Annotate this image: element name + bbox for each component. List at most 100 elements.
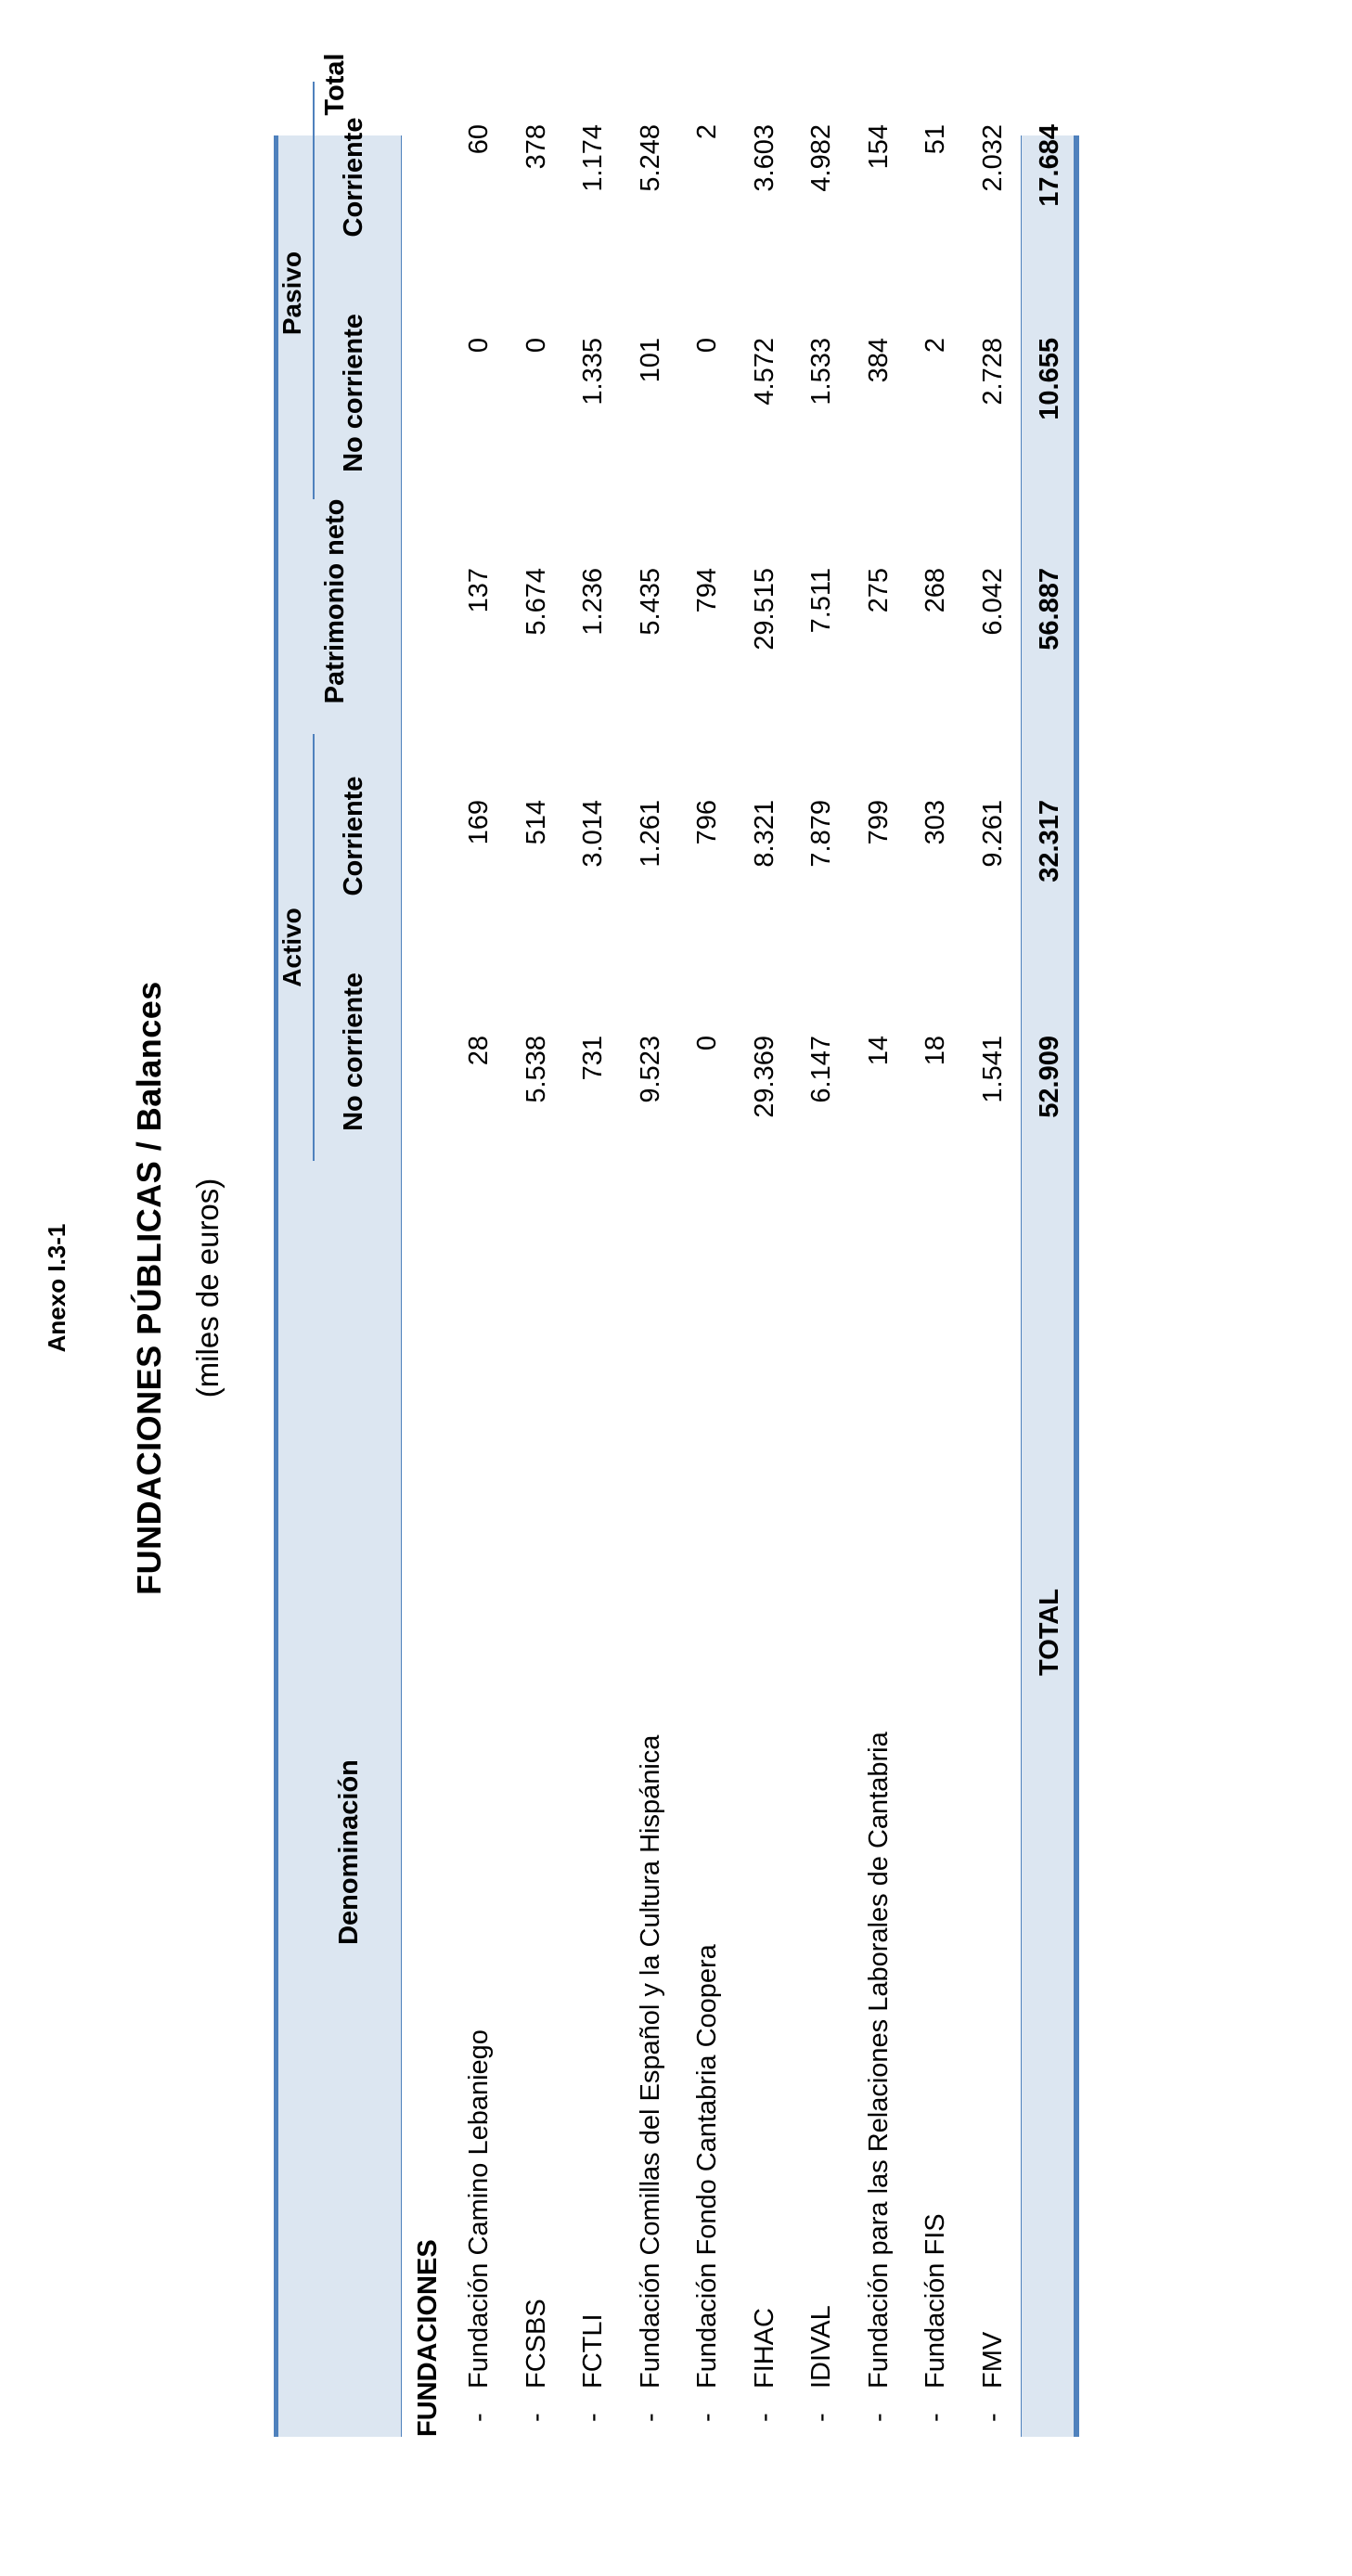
- cell-patrimonio-neto: 6.042: [977, 568, 1008, 636]
- cell-total: 10.802: [978, 0, 1009, 102]
- row-bullet: -: [578, 2413, 608, 2422]
- cell-total: 14.026: [806, 0, 837, 102]
- row-denominacion: IDIVAL: [806, 2305, 836, 2389]
- cell-pasivo-no-corriente: 0: [692, 338, 722, 354]
- row-denominacion: FCSBS: [521, 2299, 551, 2389]
- cell-pasivo-corriente: 3.603: [749, 124, 779, 192]
- header-activo-corriente: Corriente: [339, 776, 368, 896]
- cell-activo-corriente: 514: [521, 800, 551, 845]
- page-title: FUNDACIONES PÚBLICAS / Balances: [130, 981, 168, 1595]
- cell-pasivo-no-corriente: 2.728: [977, 338, 1008, 406]
- total-label: TOTAL: [1035, 1589, 1064, 1676]
- cell-patrimonio-neto: 794: [692, 568, 722, 613]
- cell-patrimonio-neto: 7.511: [806, 568, 836, 634]
- total-activo-corriente: 32.317: [1035, 800, 1064, 882]
- units-subtitle: (miles de euros): [190, 1178, 225, 1398]
- cell-activo-corriente: 7.879: [806, 800, 836, 868]
- cell-total: 10.784: [636, 0, 666, 102]
- cell-activo-no-corriente: 6.147: [806, 1036, 836, 1103]
- section-label: FUNDACIONES: [413, 2239, 443, 2437]
- cell-patrimonio-neto: 137: [464, 568, 494, 613]
- cell-activo-no-corriente: 1.541: [977, 1036, 1008, 1103]
- cell-activo-corriente: 303: [921, 800, 950, 845]
- cell-pasivo-no-corriente: 384: [863, 338, 894, 383]
- cell-activo-corriente: 799: [863, 800, 894, 845]
- cell-total: 796: [692, 0, 723, 102]
- cell-activo-no-corriente: 0: [692, 1036, 722, 1051]
- total-total: 85.226: [1035, 0, 1065, 102]
- cell-pasivo-corriente: 154: [863, 124, 894, 170]
- cell-activo-no-corriente: 28: [464, 1036, 494, 1066]
- cell-total: 321: [921, 0, 951, 102]
- total-patrimonio-neto: 56.887: [1035, 568, 1064, 650]
- table-row: -Fundación Camino Lebaniego2816913706019…: [464, 124, 521, 2437]
- row-denominacion: FMV: [977, 2331, 1008, 2389]
- cell-activo-no-corriente: 14: [863, 1036, 894, 1066]
- cell-pasivo-no-corriente: 2: [921, 338, 950, 354]
- row-bullet: -: [464, 2413, 494, 2422]
- cell-pasivo-corriente: 2: [692, 124, 722, 140]
- header-activo-no-corriente: No corriente: [339, 972, 368, 1131]
- pasivo-underline: [313, 82, 315, 499]
- table-row: - Fundación Fondo Cantabria Coopera 0 796 79…: [692, 124, 750, 2437]
- cell-total: 3.745: [578, 0, 609, 102]
- cell-pasivo-corriente: 1.174: [578, 124, 608, 192]
- row-bullet: -: [692, 2413, 722, 2422]
- cell-patrimonio-neto: 275: [863, 568, 894, 613]
- cell-patrimonio-neto: 29.515: [749, 568, 779, 650]
- cell-pasivo-corriente: 51: [921, 124, 950, 155]
- header-pasivo-no-corriente: No corriente: [339, 314, 368, 472]
- cell-activo-no-corriente: 5.538: [521, 1036, 551, 1103]
- cell-pasivo-corriente: 60: [464, 124, 494, 155]
- annex-label: Anexo I.3-1: [43, 1223, 71, 1353]
- cell-patrimonio-neto: 5.435: [635, 568, 665, 636]
- cell-activo-corriente: 8.321: [749, 800, 779, 868]
- cell-pasivo-no-corriente: 1.335: [578, 338, 608, 406]
- cell-pasivo-corriente: 2.032: [977, 124, 1008, 192]
- row-denominacion: Fundación FIS: [921, 2213, 950, 2389]
- row-bullet: -: [635, 2413, 665, 2422]
- cell-pasivo-corriente: 4.982: [806, 124, 836, 192]
- cell-activo-corriente: 1.261: [635, 800, 665, 868]
- cell-total: 197: [464, 0, 495, 102]
- header-group-pasivo: Pasivo: [277, 251, 306, 336]
- cell-patrimonio-neto: 5.674: [521, 568, 551, 636]
- cell-total: 813: [864, 0, 895, 102]
- cell-activo-corriente: 3.014: [578, 800, 608, 868]
- header-patrimonio-neto: Patrimonio neto: [320, 498, 350, 704]
- cell-activo-no-corriente: 29.369: [749, 1036, 779, 1118]
- cell-activo-corriente: 9.261: [977, 800, 1008, 868]
- cell-activo-no-corriente: 18: [921, 1036, 950, 1066]
- row-denominacion: FIHAC: [749, 2308, 779, 2389]
- cell-pasivo-no-corriente: 0: [464, 338, 494, 354]
- row-denominacion: Fundación Comillas del Español y la Cult…: [635, 1734, 665, 2389]
- table-row: -Fundación FIS18303268251321: [921, 124, 978, 2437]
- row-bullet: -: [921, 2413, 950, 2422]
- row-denominacion: Fundación Camino Lebaniego: [464, 2029, 494, 2389]
- table-row: - Fundación Comillas del Español y la Cul…: [635, 124, 693, 2437]
- total-pasivo-corriente: 17.684: [1035, 124, 1064, 207]
- cell-pasivo-corriente: 378: [521, 124, 551, 170]
- row-denominacion: FCTLI: [578, 2313, 608, 2389]
- cell-total: 6.052: [521, 0, 552, 102]
- cell-activo-corriente: 796: [692, 800, 722, 845]
- cell-pasivo-no-corriente: 4.572: [749, 338, 779, 406]
- total-activo-no-corriente: 52.909: [1035, 1036, 1064, 1118]
- cell-activo-no-corriente: 9.523: [635, 1036, 665, 1103]
- row-denominacion: Fundación Fondo Cantabria Coopera: [692, 1944, 722, 2389]
- cell-pasivo-no-corriente: 1.533: [806, 338, 836, 406]
- cell-pasivo-no-corriente: 101: [635, 338, 665, 383]
- row-bullet: -: [749, 2413, 779, 2422]
- row-bullet: -: [863, 2413, 894, 2422]
- cell-patrimonio-neto: 268: [921, 568, 950, 613]
- header-denominacion: Denominación: [334, 1759, 364, 1945]
- cell-pasivo-no-corriente: 0: [521, 338, 551, 354]
- row-bullet: -: [977, 2413, 1008, 2422]
- cell-total: 37.690: [750, 0, 780, 102]
- cell-patrimonio-neto: 1.236: [578, 568, 608, 636]
